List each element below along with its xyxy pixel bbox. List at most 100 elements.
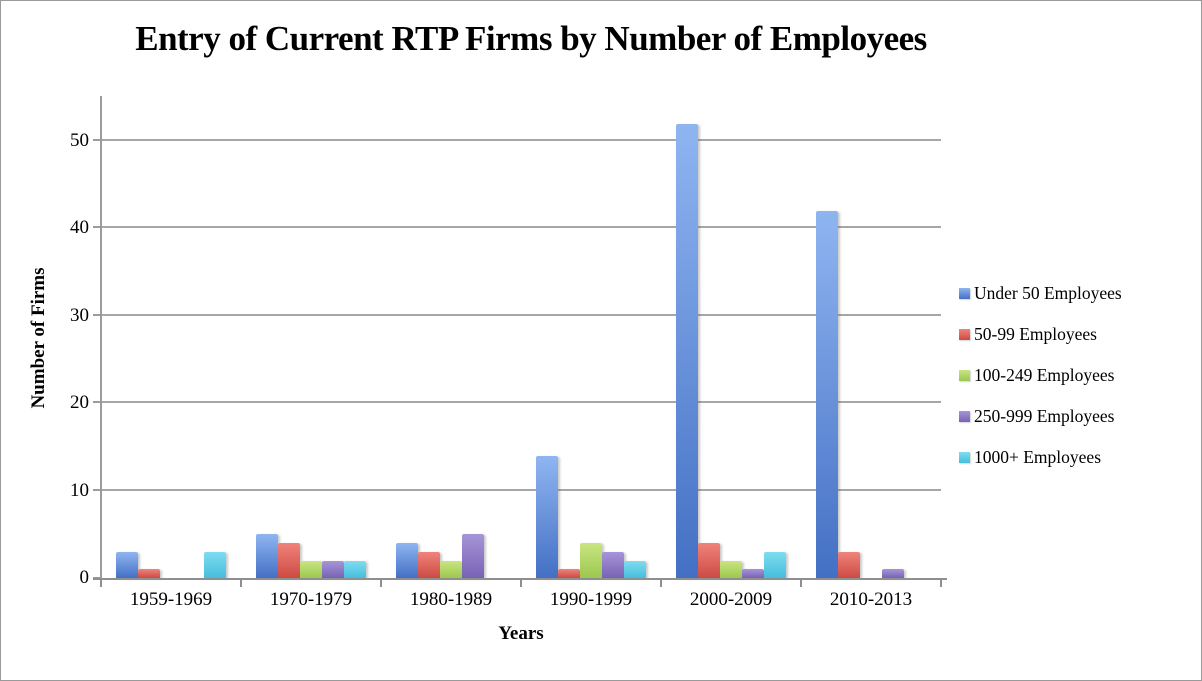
bar-100-249-employees-1980-1989 bbox=[440, 560, 462, 578]
bar-250-999-employees-1990-1999 bbox=[602, 551, 624, 578]
y-tick-50 bbox=[93, 139, 101, 141]
legend-label: 50-99 Employees bbox=[974, 323, 1097, 344]
y-axis-line bbox=[100, 96, 102, 578]
y-axis-label-10: 10 bbox=[70, 479, 89, 501]
bar-group-1990-1999 bbox=[521, 96, 661, 578]
x-tick-2 bbox=[380, 578, 382, 587]
bar-slot bbox=[580, 96, 602, 578]
bar-groups bbox=[101, 96, 941, 578]
x-axis-line bbox=[93, 578, 947, 580]
legend-swatch-icon bbox=[959, 410, 970, 422]
bar-100-249-employees-1990-1999 bbox=[580, 543, 602, 578]
bar-slot bbox=[676, 96, 698, 578]
legend-item: 100-249 Employees bbox=[959, 363, 1122, 387]
y-tick-30 bbox=[93, 313, 101, 316]
bar-group-1959-1969 bbox=[101, 96, 241, 578]
bar-1000-employees-2000-2009 bbox=[764, 551, 786, 578]
bar-1000-employees-1990-1999 bbox=[624, 560, 646, 578]
bar-slot bbox=[344, 96, 366, 578]
y-axis-label-50: 50 bbox=[70, 130, 89, 151]
bar-under-50-employees-2010-2013 bbox=[816, 210, 838, 578]
bar-slot bbox=[698, 96, 720, 578]
bar-under-50-employees-1980-1989 bbox=[396, 543, 418, 578]
bar-slot bbox=[838, 96, 860, 578]
bar-slot bbox=[396, 96, 418, 578]
bar-250-999-employees-2000-2009 bbox=[742, 569, 764, 578]
bar-slot bbox=[322, 96, 344, 578]
bar-slot bbox=[904, 96, 926, 578]
bar-250-999-employees-1970-1979 bbox=[322, 560, 344, 578]
bar-50-99-employees-2000-2009 bbox=[698, 543, 720, 578]
x-category-label-1990-1999: 1990-1999 bbox=[549, 589, 633, 610]
x-category-label-1970-1979: 1970-1979 bbox=[269, 589, 353, 610]
y-axis-label-40: 40 bbox=[70, 217, 89, 239]
gridline-y-10 bbox=[101, 488, 941, 491]
bar-100-249-employees-2000-2009 bbox=[720, 560, 742, 578]
bar-group-1980-1989 bbox=[381, 96, 521, 578]
y-tick-10 bbox=[93, 488, 101, 491]
x-tick-4 bbox=[660, 578, 662, 587]
bar-under-50-employees-1970-1979 bbox=[256, 534, 278, 578]
x-tick-5 bbox=[800, 578, 802, 587]
bar-1000-employees-1970-1979 bbox=[344, 560, 366, 578]
bar-slot bbox=[256, 96, 278, 578]
bar-250-999-employees-2010-2013 bbox=[882, 569, 904, 578]
bar-slot bbox=[764, 96, 786, 578]
legend-swatch-icon bbox=[959, 287, 970, 299]
legend-item: 1000+ Employees bbox=[959, 445, 1122, 469]
bar-slot bbox=[624, 96, 646, 578]
legend-label: 250-999 Employees bbox=[974, 405, 1115, 426]
legend-swatch-icon bbox=[959, 328, 970, 340]
chart-title: Entry of Current RTP Firms by Number of … bbox=[135, 19, 927, 58]
bar-group-2010-2013 bbox=[801, 96, 941, 578]
y-tick-20 bbox=[93, 401, 101, 404]
x-tick-1 bbox=[240, 578, 242, 587]
legend-label: 1000+ Employees bbox=[974, 446, 1102, 467]
gridline-y-40 bbox=[101, 226, 941, 229]
bar-group-1970-1979 bbox=[241, 96, 381, 578]
legend-item: Under 50 Employees bbox=[959, 281, 1122, 305]
legend-item: 250-999 Employees bbox=[959, 404, 1122, 428]
bar-slot bbox=[558, 96, 580, 578]
bar-under-50-employees-1990-1999 bbox=[536, 455, 558, 578]
plot-area bbox=[93, 96, 947, 587]
bar-slot bbox=[160, 96, 182, 578]
bar-50-99-employees-1980-1989 bbox=[418, 551, 440, 578]
bar-slot bbox=[182, 96, 204, 578]
y-axis-label-20: 20 bbox=[70, 392, 89, 414]
bar-slot bbox=[816, 96, 838, 578]
bar-250-999-employees-1980-1989 bbox=[462, 534, 484, 578]
bar-slot bbox=[860, 96, 882, 578]
gridline-y-20 bbox=[101, 401, 941, 404]
gridline-y-30 bbox=[101, 313, 941, 316]
y-tick-40 bbox=[93, 226, 101, 229]
x-tick-3 bbox=[520, 578, 522, 587]
x-tick-0 bbox=[100, 578, 102, 587]
bar-1000-employees-1959-1969 bbox=[204, 551, 226, 578]
x-axis-title: Years bbox=[498, 623, 544, 644]
x-category-label-2000-2009: 2000-2009 bbox=[689, 589, 773, 610]
legend-label: 100-249 Employees bbox=[974, 364, 1115, 385]
bar-slot bbox=[278, 96, 300, 578]
legend-swatch-icon bbox=[959, 451, 970, 463]
bar-slot bbox=[742, 96, 764, 578]
bar-slot bbox=[536, 96, 558, 578]
bar-slot bbox=[602, 96, 624, 578]
bar-50-99-employees-2010-2013 bbox=[838, 551, 860, 578]
x-category-label-1980-1989: 1980-1989 bbox=[409, 589, 493, 610]
bar-group-2000-2009 bbox=[661, 96, 801, 578]
bar-under-50-employees-1959-1969 bbox=[116, 551, 138, 578]
bar-slot bbox=[720, 96, 742, 578]
bar-slot bbox=[418, 96, 440, 578]
x-category-label-1959-1969: 1959-1969 bbox=[129, 589, 213, 610]
bar-slot bbox=[116, 96, 138, 578]
x-category-label-2010-2013: 2010-2013 bbox=[829, 589, 913, 610]
legend-label: Under 50 Employees bbox=[974, 282, 1122, 303]
bar-slot bbox=[440, 96, 462, 578]
bar-slot bbox=[138, 96, 160, 578]
bar-100-249-employees-1970-1979 bbox=[300, 560, 322, 578]
bar-50-99-employees-1959-1969 bbox=[138, 569, 160, 578]
bar-slot bbox=[300, 96, 322, 578]
bar-50-99-employees-1990-1999 bbox=[558, 569, 580, 578]
